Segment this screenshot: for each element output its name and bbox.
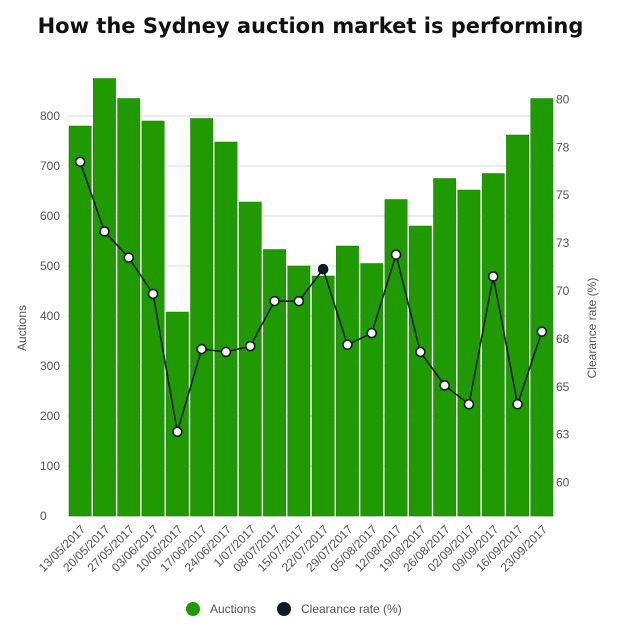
- bar-auctions: [117, 98, 141, 517]
- point-clearance-rate: [536, 326, 548, 337]
- point-clearance-rate: [74, 156, 86, 168]
- point-clearance-rate: [317, 263, 329, 275]
- y-tick-label: 800: [40, 109, 60, 123]
- bar-auctions: [311, 275, 335, 517]
- point-clearance-rate: [512, 398, 523, 410]
- y-axis-label: Auctions: [15, 305, 29, 351]
- bar-auctions: [287, 265, 311, 517]
- bar-auctions: [93, 78, 116, 517]
- chart-title: How the Sydney auction market is perform…: [37, 14, 584, 38]
- y2-tick-label: 68: [556, 332, 570, 346]
- bar-auctions: [141, 120, 165, 517]
- legend-label-auctions: Auctions: [210, 602, 256, 616]
- point-clearance-rate: [220, 346, 232, 358]
- point-clearance-rate: [342, 339, 353, 351]
- y-tick-label: 100: [40, 459, 60, 473]
- point-clearance-rate: [172, 426, 183, 438]
- y2-tick-label: 75: [556, 188, 570, 202]
- y-tick-label: 700: [40, 159, 60, 173]
- point-clearance-rate: [99, 226, 110, 237]
- y2-tick-label: 65: [556, 380, 570, 394]
- point-clearance-rate: [123, 252, 135, 263]
- bar-auctions: [165, 311, 189, 517]
- bar-auctions: [238, 201, 262, 517]
- y-tick-label: 300: [40, 359, 60, 373]
- point-clearance-rate: [196, 343, 207, 355]
- point-clearance-rate: [390, 249, 402, 261]
- bar-auctions: [530, 98, 554, 517]
- y2-tick-label: 60: [556, 476, 570, 490]
- y2-tick-label: 70: [556, 284, 570, 298]
- bar-auctions: [384, 199, 408, 517]
- bar-auctions: [433, 178, 457, 517]
- point-clearance-rate: [147, 288, 159, 300]
- bar-auctions: [190, 118, 214, 517]
- point-clearance-rate: [366, 327, 378, 339]
- y2-tick-label: 78: [556, 140, 570, 154]
- y-tick-label: 200: [40, 409, 60, 423]
- y2-tick-label: 73: [556, 236, 570, 250]
- y2-axis-label: Clearance rate (%): [585, 278, 599, 379]
- point-clearance-rate: [293, 295, 305, 307]
- y-tick-label: 600: [40, 209, 60, 223]
- bar-auctions: [481, 173, 505, 517]
- legend-swatch-auctions: [186, 602, 200, 616]
- bar-auctions: [68, 125, 92, 517]
- legend-label-clearance-rate: Clearance rate (%): [301, 602, 402, 616]
- bar-auctions: [360, 263, 384, 517]
- point-clearance-rate: [244, 340, 256, 352]
- point-clearance-rate: [463, 398, 475, 410]
- bar-auctions: [263, 249, 286, 517]
- point-clearance-rate: [415, 346, 426, 358]
- y2-tick-label: 80: [556, 92, 570, 106]
- point-clearance-rate: [487, 271, 499, 282]
- legend-swatch-clearance-rate: [277, 602, 291, 616]
- y-tick-label: 400: [40, 309, 60, 323]
- bar-auctions: [506, 134, 529, 517]
- point-clearance-rate: [439, 380, 450, 391]
- y2-tick-label: 63: [556, 428, 570, 442]
- bar-auctions: [214, 141, 238, 517]
- bar-auctions: [457, 189, 481, 517]
- point-clearance-rate: [269, 295, 280, 307]
- bar-auctions: [408, 225, 432, 517]
- bar-auctions: [336, 245, 359, 517]
- y-tick-label: 0: [40, 509, 47, 523]
- y-tick-label: 500: [40, 259, 60, 273]
